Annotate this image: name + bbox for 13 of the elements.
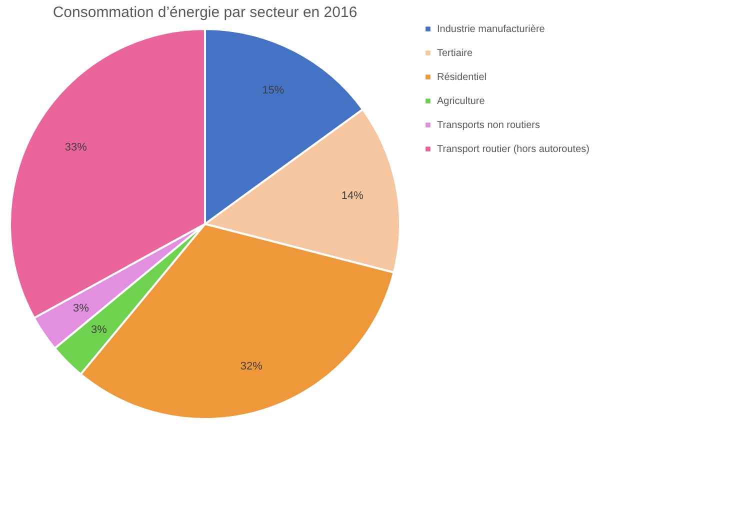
data-label: 3% [72,302,90,314]
data-label: 33% [64,142,88,154]
data-label: 14% [341,190,364,202]
legend-label: Transports non routiers [437,120,540,131]
data-label: 32% [240,360,263,373]
legend-label: Tertiaire [437,48,474,59]
data-label: 15% [262,84,284,96]
chart-title: Consommation d’énergie par secteur en 2016 [52,4,358,21]
legend-label: Industrie manufacturière [437,24,546,35]
legend-label: Transport routier (hors autoroutes) [437,144,590,155]
legend-label: Agriculture [437,96,486,107]
data-label: 3% [90,324,108,336]
legend-label: Résidentiel [437,72,486,83]
